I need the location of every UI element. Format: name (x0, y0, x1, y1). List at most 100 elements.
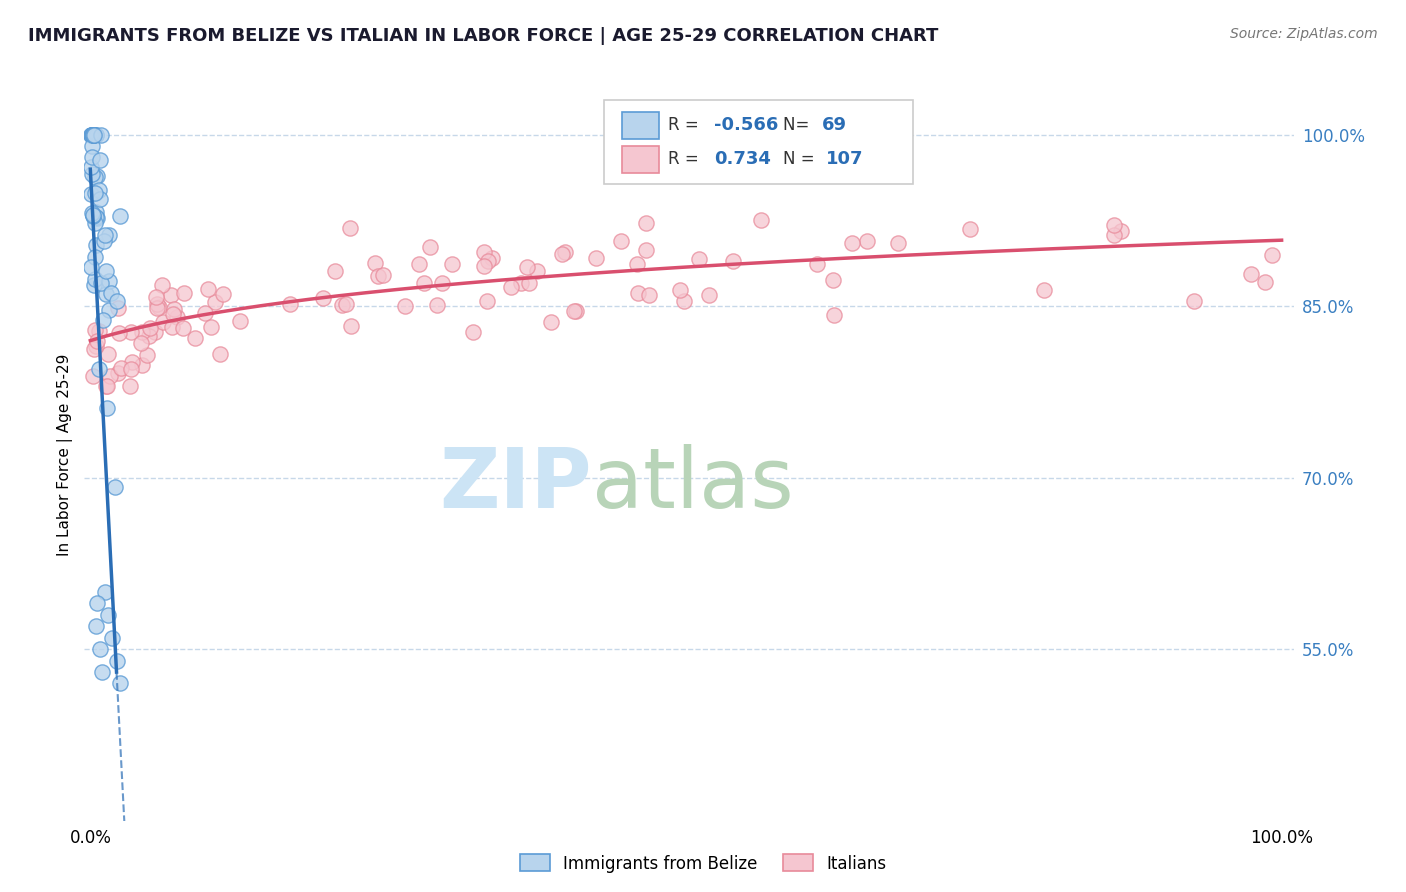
Point (806, 257, 828, 271)
FancyBboxPatch shape (605, 100, 912, 185)
Point (1254, 276, 1277, 290)
Point (80, 128, 103, 142)
Point (197, 282, 219, 296)
Point (477, 294, 499, 309)
Point (82, 208, 104, 222)
Point (110, 361, 132, 376)
Point (204, 294, 226, 309)
Y-axis label: In Labor Force | Age 25-29: In Labor Force | Age 25-29 (58, 354, 73, 556)
Point (152, 315, 174, 329)
Point (82, 128, 104, 142)
Point (108, 676, 131, 690)
Point (426, 298, 449, 312)
Point (84, 619, 107, 633)
Point (84, 216, 107, 230)
Text: ZIP: ZIP (440, 443, 592, 524)
Point (138, 329, 160, 343)
Point (636, 216, 658, 230)
Point (82, 209, 104, 223)
Point (173, 286, 195, 301)
Bar (623, 145, 659, 172)
Point (565, 303, 588, 318)
Point (585, 251, 607, 265)
Point (1102, 228, 1125, 243)
Point (83, 128, 105, 142)
Point (82, 128, 104, 142)
Point (367, 268, 389, 283)
Point (886, 235, 908, 250)
Point (638, 288, 661, 302)
Point (97, 346, 120, 360)
Point (93, 234, 115, 248)
Point (516, 260, 538, 274)
Point (312, 291, 335, 305)
Point (86, 128, 108, 142)
Text: -0.566: -0.566 (714, 116, 779, 135)
Point (80, 187, 103, 202)
Point (82, 150, 104, 164)
Point (82, 128, 104, 142)
Point (121, 355, 143, 369)
Point (551, 246, 574, 260)
Point (408, 257, 430, 271)
Point (82, 128, 104, 142)
Point (139, 321, 162, 335)
Point (394, 299, 416, 313)
Point (83, 342, 105, 356)
Point (82, 128, 104, 142)
Point (371, 268, 394, 282)
Point (84, 169, 107, 184)
Point (89, 192, 111, 206)
Point (211, 286, 233, 301)
Point (80, 260, 103, 275)
Point (1033, 283, 1056, 297)
Point (84, 238, 107, 252)
Point (145, 290, 167, 304)
Point (672, 293, 695, 308)
Point (697, 287, 720, 301)
Point (83, 278, 105, 293)
Point (841, 235, 863, 250)
Point (136, 348, 159, 362)
Point (80, 128, 103, 142)
Point (80, 160, 103, 174)
Point (97, 275, 120, 289)
Point (120, 325, 142, 339)
Point (325, 263, 347, 277)
Point (162, 320, 184, 334)
Point (94, 228, 117, 243)
Point (83, 128, 105, 142)
Point (96, 379, 118, 393)
Point (84, 186, 107, 200)
Point (87, 362, 110, 376)
Point (131, 358, 153, 372)
Point (481, 252, 503, 266)
Point (364, 256, 387, 270)
Point (80, 139, 103, 153)
Point (96, 401, 118, 415)
Text: 0.734: 0.734 (714, 150, 772, 168)
Point (150, 277, 173, 292)
Point (98, 227, 121, 242)
Point (96, 379, 118, 393)
Point (107, 366, 129, 380)
Point (96, 287, 118, 301)
Point (1182, 293, 1205, 308)
Point (472, 259, 495, 273)
Point (131, 326, 153, 340)
Point (94, 264, 117, 278)
Point (89, 642, 111, 657)
Point (145, 301, 167, 316)
Point (84, 272, 107, 286)
Point (278, 297, 301, 311)
Point (105, 654, 128, 668)
Point (636, 243, 658, 257)
Point (499, 279, 522, 293)
Point (86, 210, 108, 224)
Point (84, 128, 107, 142)
Point (82, 167, 104, 181)
Point (419, 240, 441, 254)
Point (1111, 224, 1133, 238)
Point (689, 252, 711, 266)
Point (430, 276, 453, 290)
